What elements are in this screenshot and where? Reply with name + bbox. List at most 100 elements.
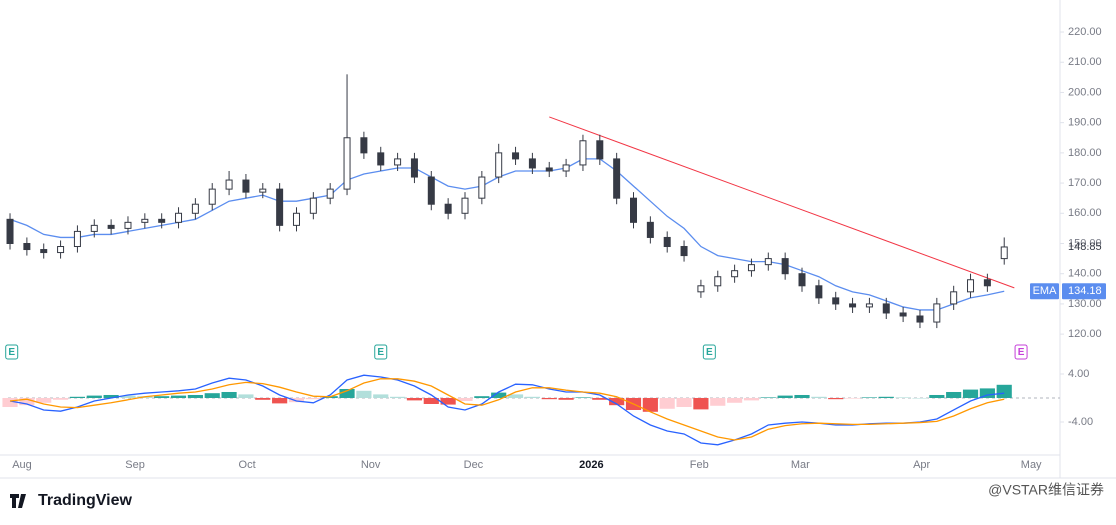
candle-body [545, 167, 553, 172]
histogram-bar [760, 397, 776, 398]
histogram-bar [541, 397, 557, 400]
y-tick-label: 150.00 [1068, 237, 1102, 249]
histogram-bar [406, 397, 423, 401]
histogram-bar [861, 397, 877, 398]
event-box [702, 344, 716, 360]
earnings-marker: E [374, 344, 388, 360]
histogram-bar [878, 396, 894, 398]
histogram-bar [373, 394, 389, 398]
candle-body [747, 264, 755, 272]
candle-body [124, 221, 132, 229]
candle-body [90, 224, 98, 232]
candle-body [781, 258, 789, 275]
candle-body [950, 291, 958, 305]
x-tick-label: Sep [125, 459, 145, 471]
watermark: @VSTAR维信证券 [988, 482, 1104, 498]
histogram-bar [676, 397, 692, 407]
histogram-bar [491, 392, 507, 398]
histogram-bar [777, 395, 793, 398]
histogram-bar [979, 388, 995, 398]
histogram-bar [440, 397, 456, 405]
histogram-bar [844, 397, 861, 399]
histogram-bar [507, 394, 524, 398]
candle-body [528, 158, 536, 169]
histogram-bar [390, 396, 406, 398]
candle-body [225, 179, 233, 190]
histogram-bar [120, 395, 136, 398]
x-tick-label: May [1021, 459, 1042, 471]
histogram-bar [895, 397, 911, 398]
candle-body [57, 246, 65, 254]
candle-body [764, 258, 772, 266]
candle-body [309, 197, 317, 214]
candle-body [343, 137, 351, 190]
histogram-bar [457, 397, 473, 401]
candle-body [731, 270, 739, 278]
candle-body [832, 297, 840, 305]
candle-body [933, 303, 941, 323]
histogram-bar [272, 397, 288, 404]
event-box [374, 344, 388, 360]
candle-body [562, 164, 570, 172]
candle-body [478, 176, 486, 199]
histogram-bar [912, 397, 928, 399]
y2-tick-label: 4.00 [1068, 368, 1089, 380]
x-tick-label: Mar [791, 459, 810, 471]
histogram-bar [693, 397, 709, 410]
candle-body [23, 242, 31, 251]
y-tick-label: 220.00 [1068, 26, 1102, 38]
candle-body [512, 152, 520, 160]
earnings-marker: E [1014, 344, 1028, 360]
candle-body [663, 236, 671, 248]
candle-body [427, 176, 435, 205]
y-tick-label: 160.00 [1068, 207, 1102, 219]
earnings-marker: E [702, 344, 716, 360]
candle-body [646, 221, 654, 238]
histogram-bar [609, 397, 625, 406]
histogram-bar [204, 393, 220, 398]
logo-icon [10, 494, 26, 508]
histogram-bar [170, 395, 187, 398]
candle-body [6, 218, 14, 244]
candle-body [158, 218, 166, 223]
histogram-bar [305, 397, 321, 400]
histogram-bar [69, 396, 86, 398]
y-tick-label: 210.00 [1068, 56, 1102, 68]
x-tick-label: Oct [239, 459, 256, 471]
histogram-bar [962, 389, 979, 398]
histogram-bar [727, 397, 743, 403]
candle-body [865, 303, 873, 308]
indicator-line [9, 378, 1005, 441]
histogram-bar [743, 397, 760, 401]
candle-body [882, 303, 890, 314]
ema-tag [1030, 283, 1059, 300]
candle-body [73, 230, 81, 248]
histogram-bar [19, 397, 35, 406]
candle-body [394, 158, 402, 166]
candle-body [107, 224, 115, 229]
last-price-label: 148.85 [1068, 241, 1102, 253]
histogram-bar [996, 384, 1012, 398]
histogram-bar [339, 388, 355, 398]
y-tick-label: 120.00 [1068, 328, 1102, 340]
histogram-bar [154, 396, 170, 398]
candle-body [326, 188, 334, 199]
y-tick-label: 140.00 [1068, 268, 1102, 280]
candle-body [461, 197, 469, 214]
candle-body [613, 158, 621, 199]
histogram-bar [558, 397, 574, 400]
y-tick-label: 180.00 [1068, 147, 1102, 159]
histogram-bar [575, 397, 591, 398]
y-tick-label: 170.00 [1068, 177, 1102, 189]
histogram-bar [642, 397, 658, 412]
histogram-bar [288, 397, 305, 403]
histogram-bar [255, 397, 271, 400]
candle-body [714, 276, 722, 287]
event-box [1014, 344, 1028, 360]
histogram-bar [929, 394, 945, 398]
x-tick-label: Dec [464, 459, 484, 471]
indicator-line [9, 374, 1005, 446]
candle-body [596, 140, 604, 160]
